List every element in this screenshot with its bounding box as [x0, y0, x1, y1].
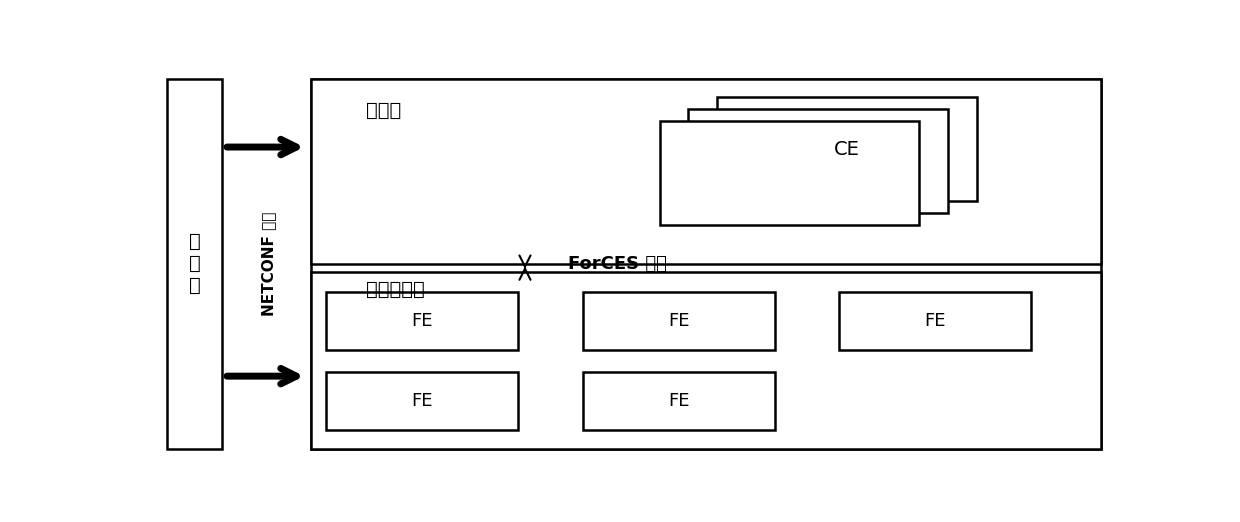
- Bar: [311, 79, 1101, 264]
- Bar: [583, 292, 775, 350]
- Text: FE: FE: [668, 312, 689, 330]
- Text: 控制层: 控制层: [367, 101, 402, 121]
- Text: FE: FE: [412, 392, 433, 410]
- Text: ForCES 协议: ForCES 协议: [568, 255, 667, 272]
- Text: 基础设施层: 基础设施层: [367, 280, 425, 299]
- Bar: [326, 292, 518, 350]
- Text: NETCONF 协议: NETCONF 协议: [260, 211, 275, 316]
- Bar: [717, 97, 977, 201]
- Bar: [688, 109, 947, 213]
- Bar: [839, 292, 1032, 350]
- Text: CE: CE: [835, 139, 859, 159]
- Text: 管
理
面: 管 理 面: [188, 232, 201, 295]
- Bar: [166, 79, 222, 448]
- Text: FE: FE: [668, 392, 689, 410]
- Bar: [660, 121, 919, 226]
- Bar: [311, 271, 1101, 448]
- Text: FE: FE: [412, 312, 433, 330]
- Bar: [311, 79, 1101, 448]
- Text: FE: FE: [925, 312, 946, 330]
- Bar: [326, 372, 518, 431]
- Bar: [583, 372, 775, 431]
